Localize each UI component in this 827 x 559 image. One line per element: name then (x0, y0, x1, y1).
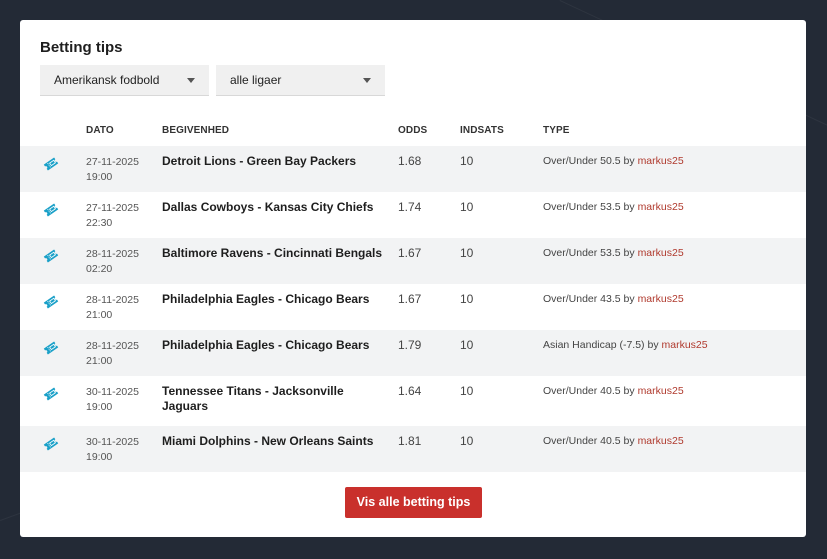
row-datetime: 27-11-2025 19:00 (86, 155, 139, 185)
row-user-link[interactable]: markus25 (637, 385, 684, 397)
row-type-text: Over/Under 53.5 (543, 247, 621, 259)
row-user-link[interactable]: markus25 (637, 201, 684, 213)
row-event[interactable]: Dallas Cowboys - Kansas City Chiefs (162, 200, 374, 214)
row-event[interactable]: Miami Dolphins - New Orleans Saints (162, 434, 374, 448)
row-by: by (623, 155, 635, 167)
row-odds: 1.74 (398, 200, 422, 214)
row-odds: 1.68 (398, 154, 422, 168)
row-event[interactable]: Detroit Lions - Green Bay Packers (162, 154, 357, 168)
row-stake: 10 (460, 200, 474, 214)
row-by: by (647, 339, 659, 351)
row-stake: 10 (460, 154, 474, 168)
row-date: 27-11-2025 (86, 202, 139, 214)
row-odds: 1.64 (398, 384, 422, 398)
row-date: 28-11-2025 (86, 248, 139, 260)
row-stake: 10 (460, 384, 474, 398)
table-row[interactable]: 27-11-2025 22:30 Dallas Cowboys - Kansas C… (20, 192, 806, 238)
league-select-value: alle ligaer (230, 73, 282, 87)
sport-select[interactable]: Amerikansk fodbold (40, 65, 209, 96)
table-row[interactable]: 28-11-2025 21:00 Philadelphia Eagles - Chi… (20, 284, 806, 330)
header-dato: DATO (86, 125, 114, 136)
caret-down-icon (187, 78, 195, 83)
row-time: 21:00 (86, 309, 113, 321)
row-stake: 10 (460, 338, 474, 352)
row-user-link[interactable]: markus25 (637, 247, 684, 259)
row-type: Asian Handicap (-7.5) by markus25 (543, 339, 708, 351)
row-stake: 10 (460, 434, 474, 448)
row-type: Over/Under 53.5 by markus25 (543, 247, 684, 259)
row-datetime: 30-11-2025 19:00 (86, 435, 139, 465)
row-time: 22:30 (86, 217, 113, 229)
row-odds: 1.79 (398, 338, 422, 352)
row-by: by (623, 247, 635, 259)
row-datetime: 28-11-2025 02:20 (86, 247, 139, 277)
row-date: 30-11-2025 (86, 436, 139, 448)
row-event[interactable]: Philadelphia Eagles - Chicago Bears (162, 292, 370, 306)
row-event[interactable]: Philadelphia Eagles - Chicago Bears (162, 338, 370, 352)
row-time: 19:00 (86, 171, 113, 183)
row-type: Over/Under 43.5 by markus25 (543, 293, 684, 305)
row-user-link[interactable]: markus25 (637, 293, 684, 305)
row-by: by (623, 201, 635, 213)
row-type: Over/Under 50.5 by markus25 (543, 155, 684, 167)
row-datetime: 27-11-2025 22:30 (86, 201, 139, 231)
table-header: DATO BEGIVENHED ODDS INDSATS TYPE (20, 125, 806, 139)
row-time: 19:00 (86, 401, 113, 413)
caret-down-icon (363, 78, 371, 83)
row-odds: 1.81 (398, 434, 422, 448)
table-row[interactable]: 28-11-2025 21:00 Philadelphia Eagles - Chi… (20, 330, 806, 376)
row-datetime: 30-11-2025 19:00 (86, 385, 139, 415)
row-type-text: Over/Under 50.5 (543, 155, 621, 167)
header-odds: ODDS (398, 125, 428, 136)
row-user-link[interactable]: markus25 (661, 339, 708, 351)
ticket-icon (42, 339, 60, 357)
row-type: Over/Under 40.5 by markus25 (543, 385, 684, 397)
row-type-text: Over/Under 40.5 (543, 435, 621, 447)
row-odds: 1.67 (398, 292, 422, 306)
row-time: 21:00 (86, 355, 113, 367)
ticket-icon (42, 155, 60, 173)
row-time: 19:00 (86, 451, 113, 463)
row-datetime: 28-11-2025 21:00 (86, 293, 139, 323)
row-time: 02:20 (86, 263, 113, 275)
card-title: Betting tips (40, 39, 123, 56)
row-type: Over/Under 53.5 by markus25 (543, 201, 684, 213)
row-type-text: Over/Under 43.5 (543, 293, 621, 305)
row-stake: 10 (460, 246, 474, 260)
row-date: 28-11-2025 (86, 340, 139, 352)
header-begivenhed: BEGIVENHED (162, 125, 230, 136)
row-by: by (623, 293, 635, 305)
row-event[interactable]: Baltimore Ravens - Cincinnati Bengals (162, 246, 383, 260)
ticket-icon (42, 435, 60, 453)
ticket-icon (42, 385, 60, 403)
row-stake: 10 (460, 292, 474, 306)
row-user-link[interactable]: markus25 (637, 435, 684, 447)
ticket-icon (42, 201, 60, 219)
sport-select-value: Amerikansk fodbold (54, 73, 160, 87)
show-all-tips-button[interactable]: Vis alle betting tips (345, 487, 482, 518)
row-date: 27-11-2025 (86, 156, 139, 168)
table-row[interactable]: 30-11-2025 19:00 Miami Dolphins - New Orle… (20, 426, 806, 472)
row-odds: 1.67 (398, 246, 422, 260)
row-type-text: Over/Under 40.5 (543, 385, 621, 397)
league-select[interactable]: alle ligaer (216, 65, 385, 96)
row-by: by (623, 385, 635, 397)
row-date: 30-11-2025 (86, 386, 139, 398)
row-date: 28-11-2025 (86, 294, 139, 306)
header-type: TYPE (543, 125, 570, 136)
header-indsats: INDSATS (460, 125, 504, 136)
table-row[interactable]: 30-11-2025 19:00 Tennessee Titans - Jackso… (20, 376, 806, 426)
row-datetime: 28-11-2025 21:00 (86, 339, 139, 369)
betting-tips-card: Betting tips Amerikansk fodbold alle lig… (20, 20, 806, 537)
table-row[interactable]: 28-11-2025 02:20 Baltimore Ravens - Cincin… (20, 238, 806, 284)
ticket-icon (42, 247, 60, 265)
row-type: Over/Under 40.5 by markus25 (543, 435, 684, 447)
ticket-icon (42, 293, 60, 311)
table-row[interactable]: 27-11-2025 19:00 Detroit Lions - Green Bay… (20, 146, 806, 192)
row-by: by (623, 435, 635, 447)
row-event[interactable]: Tennessee Titans - Jacksonville Jaguars (162, 384, 344, 413)
row-user-link[interactable]: markus25 (637, 155, 684, 167)
row-type-text: Asian Handicap (-7.5) (543, 339, 645, 351)
row-type-text: Over/Under 53.5 (543, 201, 621, 213)
